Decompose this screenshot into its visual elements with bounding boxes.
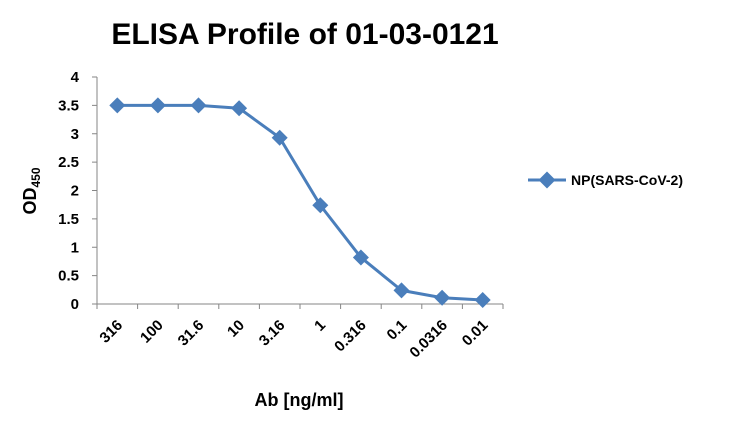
y-tick-label: 1.5 bbox=[58, 211, 79, 228]
x-axis-label: Ab [ng/ml] bbox=[255, 390, 344, 410]
x-tick-label: 31.6 bbox=[175, 317, 208, 350]
x-tick-label: 3.16 bbox=[256, 317, 289, 350]
data-point-marker bbox=[231, 100, 248, 117]
y-axis-label: OD450 bbox=[20, 167, 43, 214]
x-tick-label: 100 bbox=[137, 317, 167, 347]
y-axis-label-subscript: 450 bbox=[29, 167, 43, 187]
x-tick-label: 0.0316 bbox=[406, 317, 450, 361]
x-tick-label: 1 bbox=[311, 317, 329, 335]
data-point-marker bbox=[474, 292, 491, 309]
data-point-marker bbox=[312, 197, 329, 214]
data-point-marker bbox=[109, 97, 126, 114]
data-point-marker bbox=[271, 129, 288, 146]
data-point-marker bbox=[149, 97, 166, 114]
x-tick-label: 0.1 bbox=[384, 317, 411, 344]
x-tick-label: 0.316 bbox=[331, 317, 370, 356]
legend-marker-diamond bbox=[538, 171, 556, 189]
y-tick-label: 0.5 bbox=[58, 268, 79, 285]
x-axis-ticks: 316 100 31.6 10 3.16 1 0.316 0.10.0316 0.01 bbox=[96, 304, 504, 361]
x-tick-label: 0.01 bbox=[459, 317, 492, 350]
data-point-marker bbox=[434, 289, 451, 306]
data-point-marker bbox=[352, 249, 369, 266]
y-tick-label: 0 bbox=[71, 296, 79, 313]
y-tick-label: 4 bbox=[71, 69, 80, 86]
legend: NP(SARS-CoV-2) bbox=[528, 171, 683, 189]
data-point-marker bbox=[190, 97, 207, 114]
y-tick-label: 2.5 bbox=[58, 154, 79, 171]
chart-title: ELISA Profile of 01-03-0121 bbox=[111, 18, 498, 51]
y-axis-ticks: 0 0.5 1 1.5 2 2.5 3 3.5 4 bbox=[58, 69, 97, 313]
x-tick-label: 10 bbox=[224, 317, 248, 341]
data-point-marker bbox=[393, 282, 410, 299]
y-axis-label-main: OD bbox=[20, 188, 40, 215]
legend-entry-label: NP(SARS-CoV-2) bbox=[571, 172, 683, 188]
series-line-np-sars-cov-2 bbox=[117, 103, 483, 302]
y-tick-label: 3 bbox=[71, 126, 79, 143]
series-markers bbox=[109, 97, 491, 309]
y-tick-label: 1 bbox=[71, 239, 79, 256]
y-tick-label: 2 bbox=[71, 183, 79, 200]
x-tick-label: 316 bbox=[96, 317, 126, 347]
y-tick-label: 3.5 bbox=[58, 97, 79, 114]
